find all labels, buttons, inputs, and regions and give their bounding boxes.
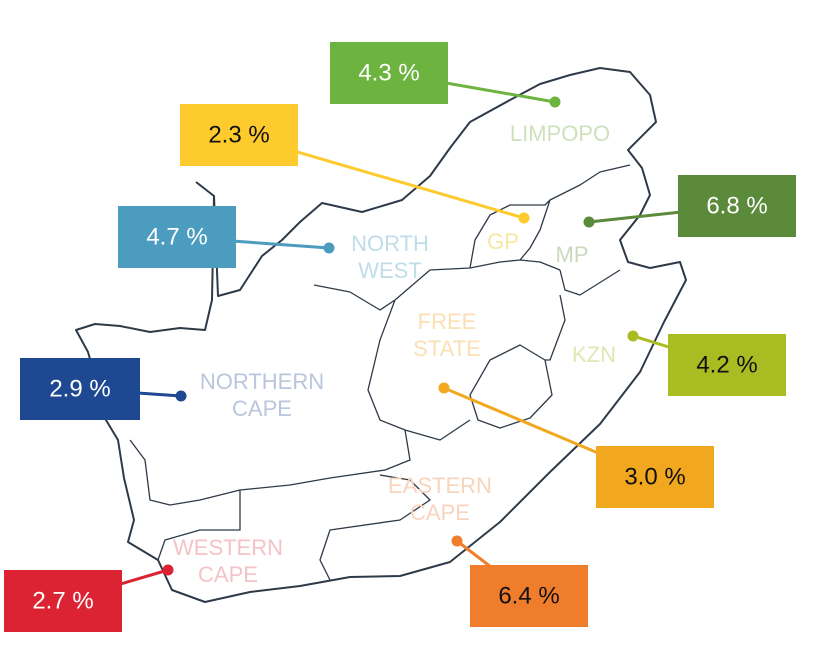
value-box xyxy=(330,42,448,104)
country-outline xyxy=(75,67,687,603)
value-label: 3.0 % xyxy=(624,463,685,490)
value-box xyxy=(596,446,714,508)
value-label: 4.7 % xyxy=(146,223,207,250)
value-box xyxy=(180,104,298,166)
leader-dot xyxy=(549,96,561,108)
leader-dot xyxy=(323,242,335,254)
region-name: WEST xyxy=(358,258,422,283)
region-name: EASTERN xyxy=(388,473,492,498)
value-box xyxy=(678,175,796,237)
value-box xyxy=(4,570,122,632)
lesotho-border xyxy=(469,344,553,429)
region-name: CAPE xyxy=(410,500,470,525)
value-label: 6.4 % xyxy=(498,582,559,609)
leader-dot xyxy=(175,390,187,402)
region-name: MP xyxy=(556,242,589,267)
value-label: 2.9 % xyxy=(49,375,110,402)
region-name: KZN xyxy=(572,342,616,367)
national-border xyxy=(75,67,687,603)
leader-dot xyxy=(451,535,463,547)
region-name: STATE xyxy=(413,336,481,361)
value-box xyxy=(118,206,236,268)
region-name: NORTH xyxy=(351,231,429,256)
value-label: 6.8 % xyxy=(706,192,767,219)
value-box xyxy=(668,334,786,396)
region-name: CAPE xyxy=(232,396,292,421)
leader-dot xyxy=(627,330,639,342)
leaders xyxy=(62,71,738,603)
leader-dot xyxy=(583,216,595,228)
region-name: GP xyxy=(487,229,519,254)
leader-dot xyxy=(438,382,450,394)
value-box xyxy=(470,565,588,627)
region-name: WESTERN xyxy=(173,535,283,560)
leader-dot xyxy=(518,212,530,224)
value-label: 4.2 % xyxy=(696,351,757,378)
value-label: 4.3 % xyxy=(358,59,419,86)
region-name: CAPE xyxy=(198,562,258,587)
value-box xyxy=(20,358,140,420)
value-label: 2.7 % xyxy=(32,587,93,614)
value-label: 2.3 % xyxy=(208,121,269,148)
region-name: FREE xyxy=(418,309,477,334)
region-name: NORTHERN xyxy=(200,369,324,394)
region-name: LIMPOPO xyxy=(510,121,610,146)
leader-dot xyxy=(162,564,174,576)
